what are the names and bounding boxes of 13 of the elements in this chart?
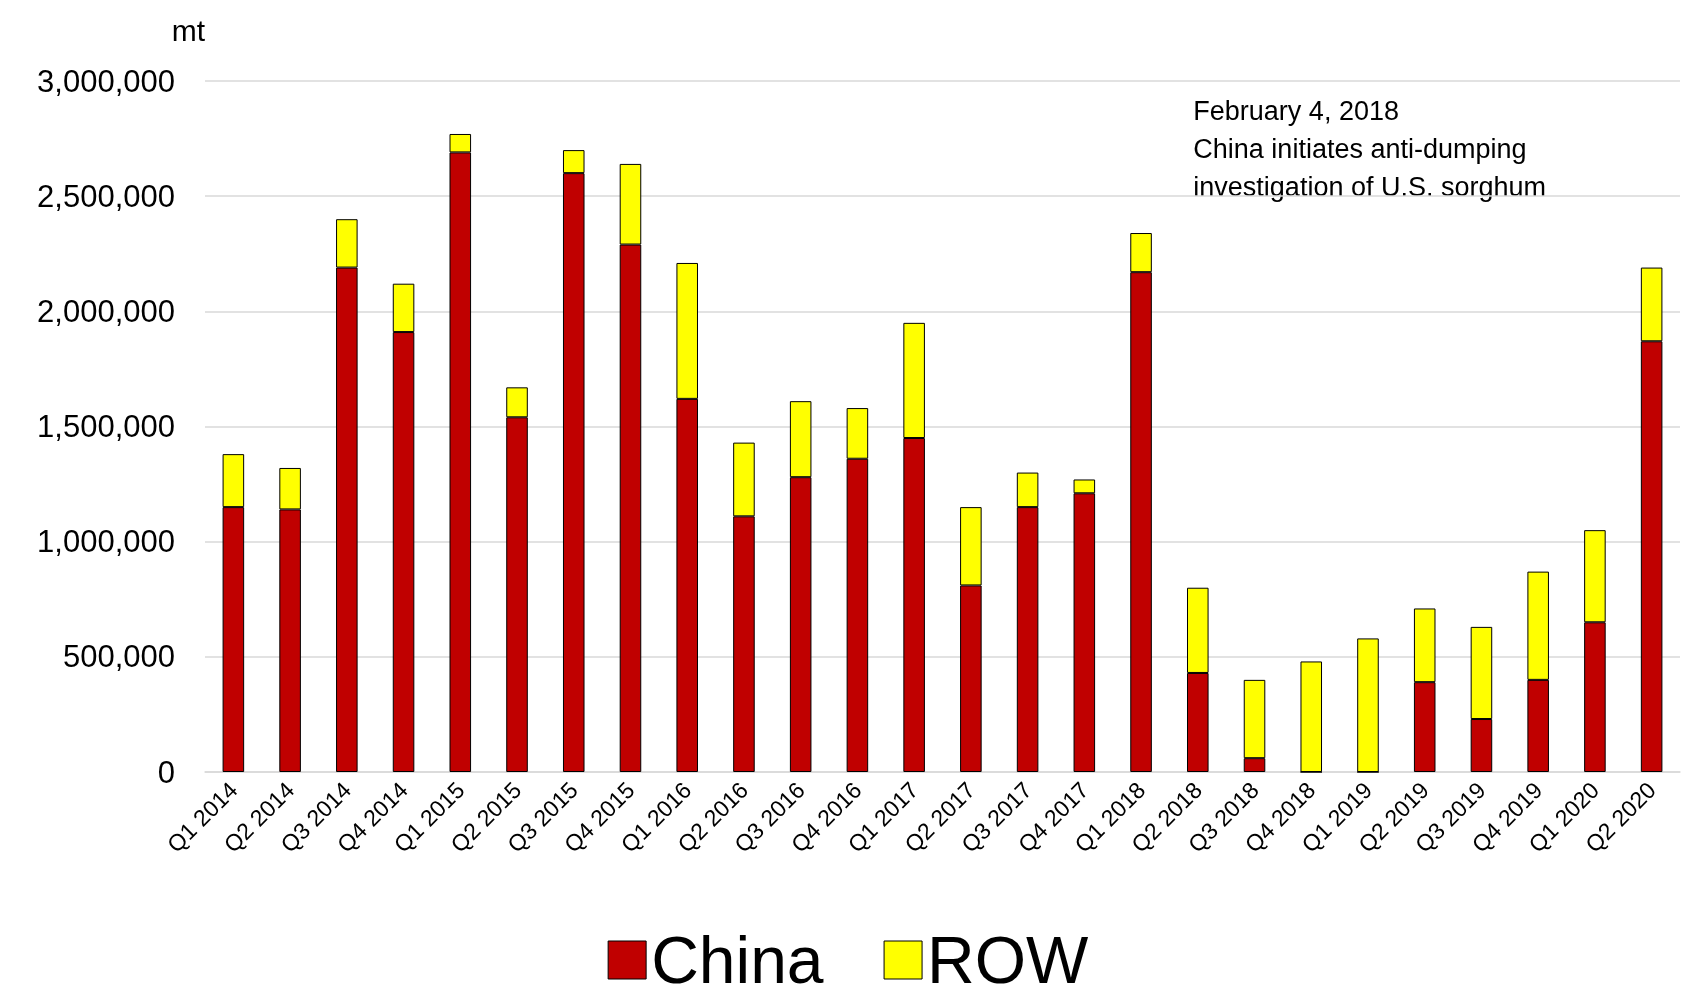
y-tick-label: 3,000,000 (37, 63, 175, 99)
y-tick-label: 0 (157, 754, 175, 790)
y-tick-label: 2,500,000 (37, 178, 175, 214)
y-tick-label: 2,000,000 (37, 293, 175, 329)
y-tick-label: 500,000 (62, 639, 175, 675)
y-tick-label: 1,000,000 (37, 524, 175, 560)
annotation: February 4, 2018 China initiates anti-dumping investigation of U.S. sorghum (1193, 96, 1547, 202)
bar (1300, 661, 1323, 772)
bar (1357, 638, 1379, 772)
y-axis-title: mt (171, 13, 206, 47)
y-tick-label: 1,500,000 (37, 409, 175, 444)
legend-label: China (651, 923, 824, 997)
legend-label: ROW (927, 923, 1090, 997)
